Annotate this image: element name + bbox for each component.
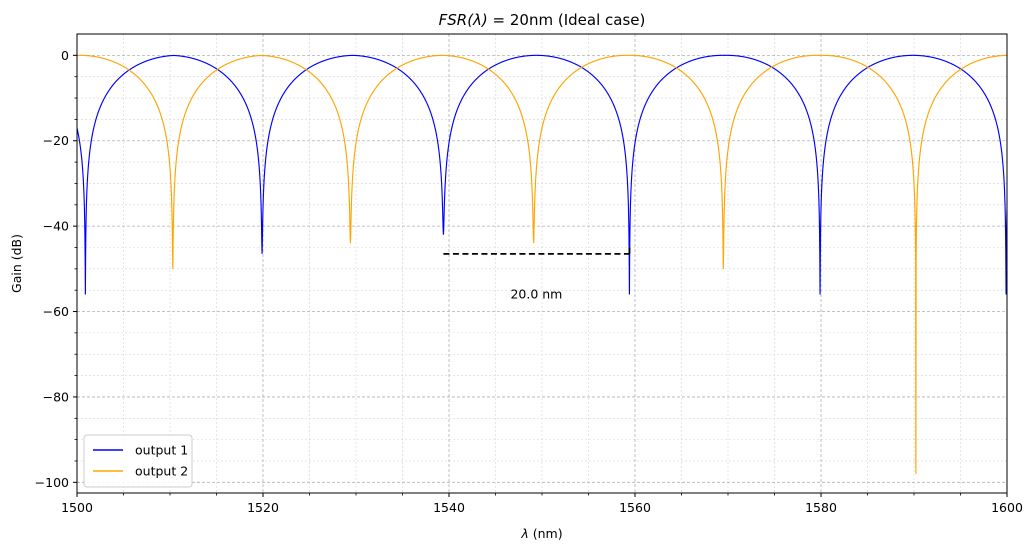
y-tick-label: −20 [43, 133, 69, 148]
y-tick-label: −100 [35, 475, 69, 490]
legend: output 1 output 2 [83, 434, 193, 488]
x-tick-label: 1540 [433, 500, 465, 515]
x-axis-label-symbol: λ [520, 526, 528, 541]
series-layer [77, 54, 1007, 474]
legend-label-output-2: output 2 [135, 464, 188, 479]
chart-title-suffix: = 20nm (Ideal case) [488, 11, 646, 29]
legend-box [83, 434, 193, 488]
y-axis-label: Gain (dB) [9, 234, 24, 293]
x-tick-label: 1560 [619, 500, 651, 515]
minor-grid [77, 34, 1007, 493]
y-tick-label: −80 [43, 389, 69, 404]
x-tick-label: 1520 [247, 500, 279, 515]
x-tick-label: 1600 [991, 500, 1023, 515]
x-tick-label: 1580 [805, 500, 837, 515]
chart-title-prefix: FSR(λ) [439, 11, 488, 29]
series-line-output-2 [77, 54, 1007, 474]
x-axis-label-unit: (nm) [529, 526, 563, 541]
y-tick-label: −60 [43, 304, 69, 319]
y-tick-label: −40 [43, 219, 69, 234]
legend-label-output-1: output 1 [135, 443, 188, 458]
x-tick-label: 1500 [61, 500, 93, 515]
series-line-output-1 [77, 54, 1007, 295]
annotation: 20.0 nm [443, 247, 631, 301]
x-axis-label: λ (nm) [520, 526, 562, 541]
axis-ticks: 1500 1520 1540 1560 1580 1600 0 −20 −40 −60 −80 −10… [35, 48, 1023, 515]
chart-title: FSR(λ) = 20nm (Ideal case) [439, 11, 646, 29]
fsr-annotation-label: 20.0 nm [510, 286, 562, 301]
y-tick-label: 0 [61, 48, 69, 63]
